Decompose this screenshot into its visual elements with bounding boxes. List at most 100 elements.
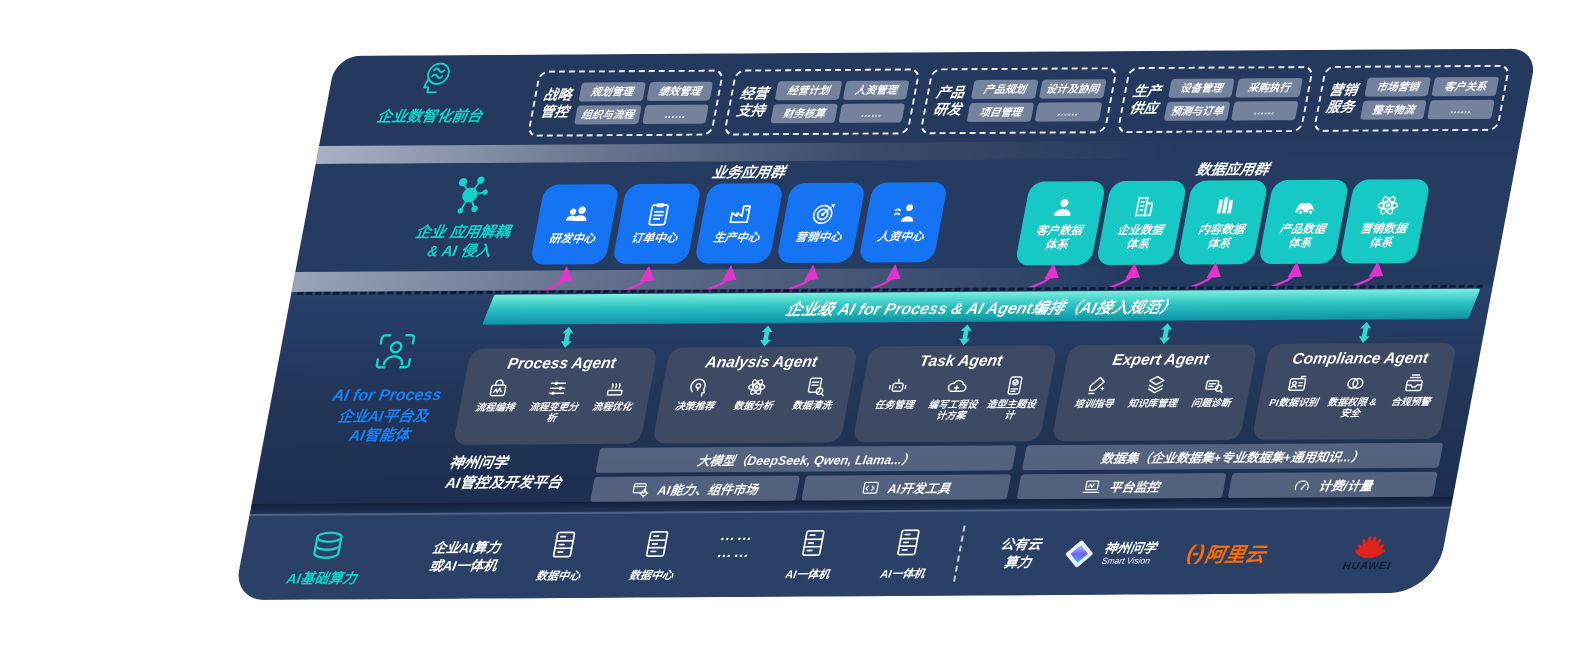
chip: 财务核算 <box>770 103 838 124</box>
clean-data-icon <box>807 377 824 397</box>
ai-layer-band: AI for Process 企业AI平台及 AI智能体 企业级 AI for … <box>251 284 1493 504</box>
model-bar: 大模型（DeepSeek, Qwen, Llama...） <box>595 445 1017 473</box>
server-icon <box>802 530 825 557</box>
group-strategy: 战略 管控 规划管理 绩效管理 组织与流程 …… <box>526 69 725 137</box>
tile-label: 营销中心 <box>794 231 843 245</box>
process-agent-card: Process Agent 流程编排 <box>452 347 659 445</box>
chip: …… <box>838 103 906 123</box>
chip: 设备管理 <box>1167 78 1235 98</box>
group-production: 生产 供应 设备管理 采购执行 预测与订单 …… <box>1116 66 1314 134</box>
training-icon <box>1088 376 1106 395</box>
infra-band: AI基础算力 企业AI算力 或AI一体机 数据中心 数据中心 …… …… <box>233 506 1452 600</box>
ai-appliance-node: AI一体机 <box>872 528 940 581</box>
molecule-icon <box>457 176 488 214</box>
server-icon <box>897 529 920 556</box>
ellipsis-more-nodes: …… …… <box>715 526 757 562</box>
sliders-icon <box>548 381 566 395</box>
atom-icon <box>1377 195 1399 215</box>
ai-appliance-node: AI一体机 <box>777 529 845 582</box>
public-cloud-label: 公有云 算力 <box>999 536 1043 571</box>
components-market-bar: AI能力、组件市场 <box>590 475 800 502</box>
orchestration-bar: 企业级 AI for Process & AI Agent编排（AI接入规范） <box>482 288 1481 325</box>
tile-customer-data: 客户数据 体系 <box>1014 181 1107 266</box>
person-scan-icon <box>375 334 416 369</box>
task-agent-card: Task Agent 任务管理 <box>852 345 1058 443</box>
smart-vision-diamond-icon <box>1065 540 1093 568</box>
tile-marketing-data: 营销数据 体系 <box>1338 179 1431 264</box>
devtools-icon <box>862 481 880 494</box>
huawei-flower-icon <box>1354 536 1386 559</box>
enterprise-compute-label: 企业AI算力 或AI一体机 <box>427 540 502 574</box>
chip: 产品规划 <box>971 79 1039 100</box>
double-arrow-icon <box>1358 321 1372 343</box>
front-stage-band: 企业数智化前台 战略 管控 规划管理 绩效管理 组织与流程 …… 经营 支持 经营计… <box>319 48 1538 146</box>
group-product: 产品 研发 产品规划 设计及协同 项目管理 …… <box>919 67 1118 135</box>
infra-label: AI基础算力 <box>285 570 359 587</box>
analysis-agent-card: Analysis Agent 决策推荐 <box>652 346 859 444</box>
expert-agent-card: Expert Agent 培训指导 知识库管理 <box>1051 344 1258 442</box>
pipeline-icon <box>606 383 623 396</box>
chip: 采购执行 <box>1235 78 1303 98</box>
tile-product-data: 产品数据 体系 <box>1257 179 1350 265</box>
chip: …… <box>1034 102 1102 122</box>
decision-icon <box>689 378 706 397</box>
chip: 预测与订单 <box>1163 101 1231 121</box>
team-icon <box>565 206 587 222</box>
order-icon <box>648 203 669 226</box>
tile-label: 生产中心 <box>712 232 761 245</box>
business-group-title: 业务应用群 <box>710 165 787 182</box>
building-icon <box>1135 196 1154 216</box>
server-icon <box>552 531 576 558</box>
database-icon <box>313 531 343 559</box>
meter-icon <box>1294 479 1309 490</box>
models-column: 大模型（DeepSeek, Qwen, Llama...） AI能力、组件市场 <box>590 445 1017 502</box>
billing-meter-bar: 计费/计量 <box>1227 471 1438 499</box>
platform-bars: 大模型（DeepSeek, Qwen, Llama...） AI能力、组件市场 <box>590 442 1444 502</box>
data-group-title: 数据应用群 <box>1194 162 1271 179</box>
alibaba-cloud-logo: (-) 阿里云 <box>1185 541 1268 567</box>
chip: 市场营销 <box>1364 77 1432 97</box>
dashed-divider <box>953 525 966 582</box>
chip: 设计及协同 <box>1038 79 1107 99</box>
group-marketing: 营销 服务 市场营销 客户关系 整车物流 …… <box>1312 64 1511 132</box>
ai-brain-icon <box>423 62 450 94</box>
double-arrow-icon <box>1159 323 1173 345</box>
dev-tools-bar: AI开发工具 <box>801 474 1012 501</box>
chip: 经营计划 <box>774 80 843 101</box>
infra-label-cluster: AI基础算力 <box>274 529 377 588</box>
platform-label-line2: AI管控及开发平台 <box>443 475 564 492</box>
huawei-logo: HUAWEI <box>1321 532 1419 573</box>
chip: 整车物流 <box>1359 100 1428 120</box>
design-card-icon <box>1007 376 1023 395</box>
platform-monitor-bar: 平台监控 <box>1016 473 1227 500</box>
orchestration-label: 企业级 AI for Process & AI Agent编排（AI接入规范） <box>782 299 1179 319</box>
dataset-bar: 数据集（企业数据集+专业数据集+通用知识...） <box>1022 442 1444 471</box>
front-stage-label-cluster: 企业数智化前台 <box>343 59 526 128</box>
tile-production-center: 生产中心 <box>693 183 785 264</box>
tile-enterprise-data: 企业数据 体系 <box>1095 180 1188 266</box>
chip: 绩效管理 <box>646 81 714 102</box>
workflow-icon <box>489 379 507 397</box>
tile-marketing-center: 营销中心 <box>776 182 867 264</box>
hr-icon <box>893 204 914 222</box>
chip: …… <box>641 104 710 125</box>
tile-label: 人资中心 <box>876 231 925 244</box>
chip: …… <box>1427 99 1495 120</box>
tile-label: 订单中心 <box>629 232 679 246</box>
ai-layer-subtitle-line2: AI智能体 <box>347 427 412 445</box>
server-icon <box>645 530 669 557</box>
chip: 客户关系 <box>1431 76 1500 97</box>
tile-content-data: 内容数据 体系 <box>1176 180 1269 265</box>
tile-order-center: 订单中心 <box>611 183 702 265</box>
agent-cards: Process Agent 流程编排 <box>452 342 1458 445</box>
app-layer-band: 企业 应用解耦 & AI 侵入 业务应用群 研发中心 <box>295 156 1518 272</box>
chip: …… <box>1231 101 1299 121</box>
ai-layer-subtitle-line1: 企业AI平台及 <box>336 407 430 426</box>
robot-icon <box>888 378 907 392</box>
double-arrow-icon <box>959 324 972 346</box>
chip: 项目管理 <box>966 102 1035 123</box>
customer-icon <box>1053 198 1071 216</box>
chip: 组织与流程 <box>574 105 642 125</box>
group-operation: 经营 支持 经营计划 人资管理 财务核算 …… <box>723 68 922 136</box>
